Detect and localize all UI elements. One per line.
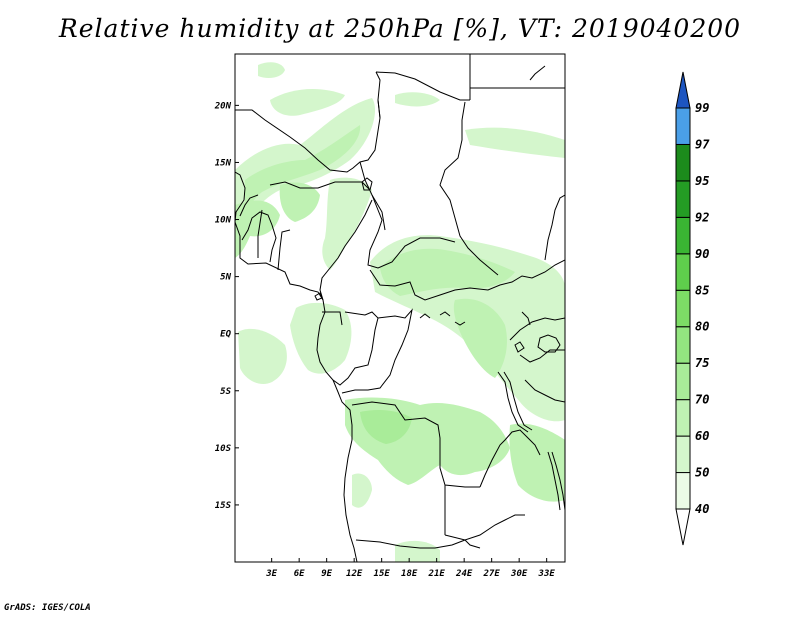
colorbar-segment	[675, 253, 691, 291]
border-drc-angola	[351, 401, 480, 488]
humidity-region-gabon	[290, 302, 352, 374]
colorbar-segment	[675, 216, 691, 255]
x-tick-label: 27E	[483, 569, 501, 579]
colorbar-segment	[675, 107, 691, 145]
map-title: Relative humidity at 250hPa [%], VT: 201…	[58, 14, 742, 43]
lake-chad-edge	[361, 177, 373, 191]
x-tick-label: 18E	[401, 569, 418, 579]
lake-malawi-edge	[547, 451, 565, 511]
colorbar-label: 92	[695, 210, 709, 224]
border-congo-drc	[341, 308, 413, 394]
humidity-region-nigeria	[279, 182, 320, 222]
y-tick-label: 20N	[214, 101, 232, 111]
y-tick-label: 15S	[215, 501, 232, 511]
border-niger-libya	[375, 71, 470, 101]
small-lakes	[314, 292, 531, 353]
colorbar-segment	[675, 362, 691, 401]
border-car-drc	[369, 259, 565, 301]
humidity-shading	[235, 62, 565, 562]
humidity-region-south	[395, 540, 440, 562]
colorbar-label: 70	[695, 393, 709, 407]
border-gulf-guinea-countries	[239, 194, 291, 271]
colorbar-segment	[675, 399, 691, 437]
colorbar-label: 85	[695, 283, 709, 297]
y-tick-label: 10N	[215, 216, 232, 226]
x-tick-label: 15E	[374, 569, 391, 579]
x-tick-label: 21E	[428, 569, 446, 579]
colorbar-label: 80	[695, 320, 709, 334]
x-tick-label: 6E	[294, 569, 305, 579]
colorbar-label: 60	[695, 429, 709, 443]
humidity-region-angola-core	[360, 410, 412, 444]
colorbar-label: 97	[695, 137, 710, 151]
colorbar-lower-cap	[675, 508, 691, 546]
colorbar-segment	[675, 143, 691, 182]
colorbar-upper-cap	[675, 71, 691, 109]
humidity-region-guinea	[235, 200, 280, 258]
colorbar-label: 75	[695, 356, 709, 370]
y-tick-label: 5N	[220, 273, 231, 283]
lake-victoria-edge	[537, 334, 561, 353]
x-tick-label: 12E	[346, 569, 363, 579]
humidity-region-libya	[395, 92, 440, 107]
x-tick-label: 33E	[538, 569, 556, 579]
border-nigeria-niger	[269, 181, 371, 191]
humidity-region-sahel-west-core	[245, 125, 361, 220]
border-zambia-south	[444, 485, 525, 541]
humidity-region-south2	[352, 473, 372, 508]
humidity-region-north	[258, 62, 285, 78]
x-tick-label: 9E	[321, 569, 332, 579]
border-cameroon-chad	[367, 194, 456, 269]
country-borders	[235, 54, 565, 562]
border-nigeria-cameroon	[319, 199, 373, 301]
border-chad-sudan	[439, 101, 499, 276]
border-congo-gabon	[322, 311, 379, 386]
humidity-region-zambia	[509, 423, 565, 502]
humidity-region-congo-east	[453, 298, 507, 378]
credit-label: GrADS: IGES/COLA	[4, 603, 91, 613]
colorbar-segment	[675, 435, 691, 474]
x-tick-label: 3E	[265, 569, 277, 579]
border-drc-zambia	[479, 429, 541, 488]
colorbar-label: 95	[695, 174, 709, 188]
humidity-region-sudan-north	[465, 127, 565, 158]
x-tick-label: 24E	[455, 569, 473, 579]
y-tick-label: 10S	[215, 444, 232, 454]
red-sea-coast	[529, 65, 546, 81]
humidity-region-chad	[322, 177, 372, 270]
y-tick-label: 15N	[215, 158, 232, 168]
colorbar-label: 99	[695, 101, 709, 115]
colorbar-segment	[675, 180, 691, 218]
colorbar-segment	[675, 472, 691, 510]
coastline-west-africa	[235, 171, 358, 562]
colorbar-segment	[675, 326, 691, 364]
y-tick-label: EQ	[220, 330, 231, 340]
colorbar-label: 50	[695, 466, 709, 480]
x-tick-label: 30E	[510, 569, 528, 579]
colorbar-label: 40	[695, 502, 709, 516]
colorbar-label: 90	[695, 247, 709, 261]
map-frame	[234, 53, 566, 563]
border-angola-namibia	[355, 539, 481, 549]
humidity-region-gulf	[238, 328, 287, 385]
colorbar-segment	[675, 289, 691, 328]
border-east-africa	[509, 194, 565, 403]
y-tick-label: 5S	[220, 387, 231, 397]
lake-tanganyika-edge	[497, 371, 533, 433]
humidity-region-north2	[270, 88, 345, 116]
